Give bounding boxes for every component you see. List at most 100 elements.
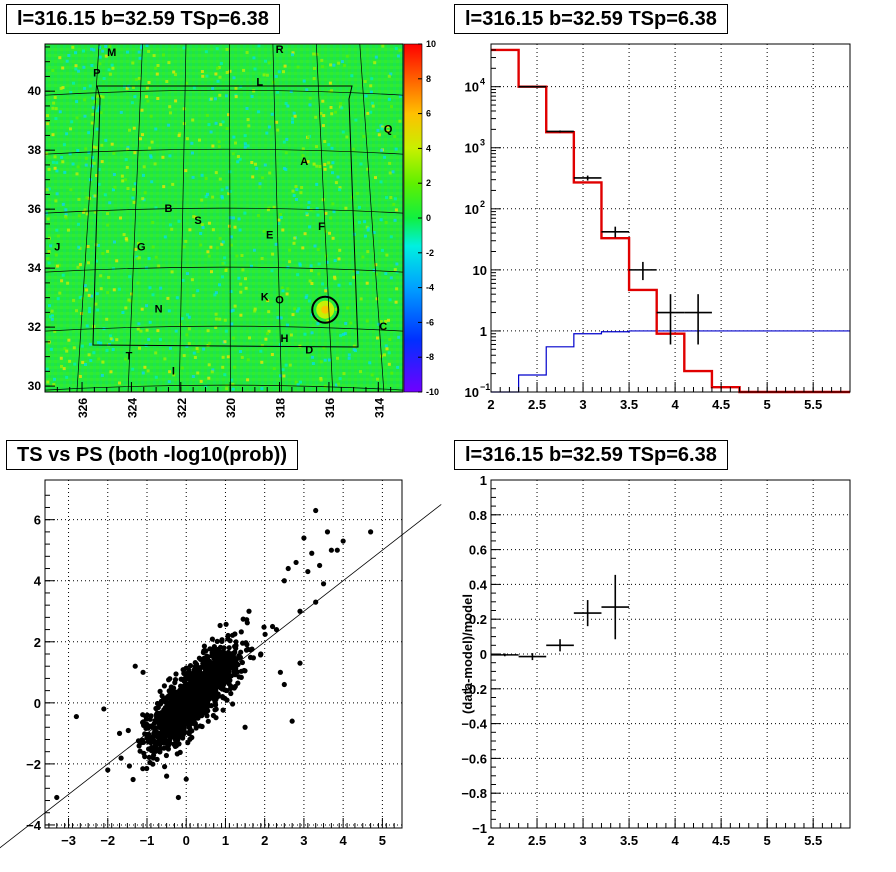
heatmap-pixel [337, 283, 341, 287]
heatmap-pixel [296, 383, 300, 387]
graticule-latitude [44, 207, 404, 214]
spectrum-xtick-label: 4 [671, 397, 679, 412]
heatmap-pixel [370, 77, 374, 81]
heatmap-pixel [168, 370, 172, 374]
heatmap-pixel [83, 98, 87, 102]
heatmap-pixel [245, 107, 249, 110]
heatmap-pixel [112, 188, 115, 192]
heatmap-pixel [321, 124, 325, 128]
heatmap-pixel [377, 133, 381, 137]
heatmap-pixel [101, 49, 105, 53]
heatmap-pixel [321, 99, 325, 103]
residual-xtick-label: 2.5 [528, 833, 546, 848]
scatter-point [162, 737, 169, 744]
heatmap-pixel [83, 208, 87, 212]
heatmap-pixel [201, 74, 205, 78]
scatter-point [152, 718, 158, 724]
heatmap-pixel [246, 358, 250, 362]
heatmap-pixel [120, 174, 124, 178]
heatmap-pixel [162, 53, 165, 57]
heatmap-pixel [366, 167, 370, 171]
source-label: M [107, 47, 116, 59]
heatmap-pixel [171, 182, 175, 186]
heatmap-pixel [323, 167, 327, 171]
heatmap-pixel [267, 310, 271, 314]
residual-xtick-label: 3 [579, 833, 586, 848]
graticule-longitude [359, 43, 385, 393]
heatmap-pixel [142, 165, 146, 169]
heatmap-pixel [236, 155, 240, 159]
scatter-point [189, 671, 195, 677]
heatmap-pixel [46, 122, 50, 126]
scatter-point [132, 663, 138, 669]
scatter-point [305, 568, 311, 575]
heatmap-pixel [152, 54, 156, 58]
heatmap-pixel [88, 84, 92, 88]
heatmap-pixel [315, 207, 319, 211]
scatter-point [199, 693, 205, 699]
scatter-point [203, 686, 209, 692]
heatmap-pixel [162, 185, 166, 189]
scatter-point [232, 672, 238, 678]
source-marker [311, 295, 340, 324]
residual-title: l=316.15 b=32.59 TSp=6.38 [454, 440, 728, 470]
heatmap-pixel [239, 350, 243, 353]
skymap-ytick-label: 40 [28, 84, 42, 98]
heatmap-pixel [243, 134, 247, 138]
scatter-point [246, 608, 252, 614]
heatmap-pixel [352, 269, 356, 273]
heatmap-pixel [182, 46, 186, 50]
heatmap-pixel [61, 160, 65, 164]
scatter-point [297, 608, 303, 614]
heatmap-pixel [204, 384, 208, 388]
heatmap-pixel [246, 118, 250, 122]
heatmap-pixel [390, 105, 393, 109]
heatmap-pixel [88, 342, 92, 346]
heatmap-pixel [60, 364, 63, 368]
heatmap-pixel [230, 378, 234, 382]
heatmap-pixel [75, 116, 79, 120]
heatmap-pixel [291, 313, 295, 317]
heatmap-pixel [235, 254, 239, 258]
heatmap-pixel [260, 387, 264, 391]
heatmap-pixel [389, 196, 393, 199]
heatmap-pixel [256, 214, 260, 218]
scatter-point [226, 645, 232, 651]
heatmap-pixel [146, 369, 150, 373]
heatmap-pixel [311, 362, 315, 365]
scatter-point [219, 667, 225, 673]
heatmap-pixel [46, 380, 50, 384]
heatmap-pixel [225, 127, 229, 130]
heatmap-pixel [99, 111, 103, 115]
heatmap-pixel [145, 328, 149, 332]
heatmap-pixel [55, 169, 59, 173]
scatter-point [201, 643, 207, 649]
heatmap-pixel [89, 359, 93, 363]
scatter-point [101, 706, 107, 712]
heatmap-pixel [52, 101, 56, 105]
heatmap-pixel [232, 216, 235, 220]
heatmap-pixel [370, 373, 374, 377]
heatmap-pixel [398, 94, 402, 98]
heatmap-pixel [264, 337, 268, 341]
heatmap-pixel [352, 275, 356, 279]
source-label: D [305, 345, 313, 357]
heatmap-pixel [205, 113, 209, 117]
heatmap-pixel [55, 228, 59, 232]
scatter-point [118, 755, 124, 761]
heatmap-pixel [193, 356, 197, 359]
skymap-ytick-label: 34 [28, 261, 42, 275]
scatter-point [137, 748, 143, 754]
heatmap-pixel [263, 163, 267, 167]
heatmap-pixel [307, 200, 311, 204]
heatmap-pixel [148, 146, 152, 150]
heatmap-pixel [379, 320, 383, 324]
graticule-longitude [127, 43, 143, 393]
colorbar-tick-label: 2 [426, 178, 431, 188]
heatmap-pixel [99, 94, 103, 98]
heatmap-pixel [81, 360, 85, 364]
heatmap-pixel [270, 269, 274, 273]
heatmap-pixel [365, 319, 369, 323]
heatmap-pixel [184, 169, 188, 173]
heatmap-pixel [215, 47, 219, 51]
